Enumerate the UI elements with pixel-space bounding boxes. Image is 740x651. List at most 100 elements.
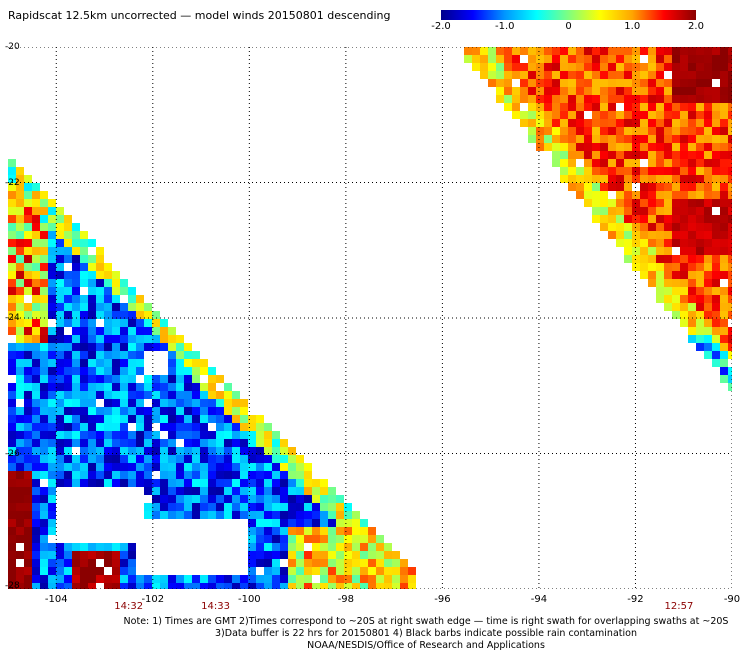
wind-cell xyxy=(688,279,696,287)
wind-cell xyxy=(280,543,288,551)
wind-cell xyxy=(208,367,216,375)
wind-cell xyxy=(320,511,328,519)
wind-cell xyxy=(8,543,16,551)
wind-cell xyxy=(504,55,512,63)
wind-cell xyxy=(632,47,640,55)
wind-cell xyxy=(600,55,608,63)
wind-cell xyxy=(72,463,80,471)
wind-cell xyxy=(96,295,104,303)
wind-cell xyxy=(248,511,256,519)
wind-cell xyxy=(600,79,608,87)
wind-cell xyxy=(232,487,240,495)
wind-cell xyxy=(56,263,64,271)
wind-cell xyxy=(272,471,280,479)
wind-cell xyxy=(72,327,80,335)
wind-cell xyxy=(320,551,328,559)
wind-cell xyxy=(664,47,672,55)
wind-cell xyxy=(40,543,48,551)
wind-cell xyxy=(648,119,656,127)
wind-cell xyxy=(64,375,72,383)
wind-cell xyxy=(248,439,256,447)
wind-cell xyxy=(112,319,120,327)
wind-cell xyxy=(56,319,64,327)
wind-cell xyxy=(112,335,120,343)
wind-cell xyxy=(496,95,504,103)
wind-cell xyxy=(72,479,80,487)
wind-cell xyxy=(648,135,656,143)
wind-cell xyxy=(184,447,192,455)
wind-cell xyxy=(104,327,112,335)
wind-cell xyxy=(24,455,32,463)
wind-cell xyxy=(48,543,56,551)
wind-cell xyxy=(240,575,248,583)
wind-cell xyxy=(576,63,584,71)
wind-cell xyxy=(696,71,704,79)
wind-cell xyxy=(696,199,704,207)
wind-cell xyxy=(632,135,640,143)
wind-cell xyxy=(720,335,728,343)
wind-cell xyxy=(680,71,688,79)
wind-cell xyxy=(616,87,624,95)
wind-cell xyxy=(240,495,248,503)
wind-cell xyxy=(480,47,488,55)
wind-cell xyxy=(536,135,544,143)
wind-cell xyxy=(168,439,176,447)
wind-cell xyxy=(576,191,584,199)
wind-cell xyxy=(728,159,732,167)
wind-cell xyxy=(632,191,640,199)
wind-cell xyxy=(552,79,560,87)
wind-cell xyxy=(560,151,568,159)
wind-cell xyxy=(208,463,216,471)
wind-cell xyxy=(40,223,48,231)
wind-cell xyxy=(512,47,520,55)
wind-cell xyxy=(696,255,704,263)
wind-cell xyxy=(88,583,96,589)
wind-cell xyxy=(648,247,656,255)
wind-cell xyxy=(8,303,16,311)
wind-cell xyxy=(496,63,504,71)
wind-cell xyxy=(728,167,732,175)
wind-cell xyxy=(560,103,568,111)
wind-cell xyxy=(272,447,280,455)
wind-cell xyxy=(664,247,672,255)
wind-cell xyxy=(288,511,296,519)
wind-cell xyxy=(128,383,136,391)
wind-cell xyxy=(600,207,608,215)
wind-cell xyxy=(376,535,384,543)
wind-cell xyxy=(264,487,272,495)
wind-cell xyxy=(200,575,208,583)
wind-cell xyxy=(672,279,680,287)
wind-cell xyxy=(144,423,152,431)
wind-cell xyxy=(696,191,704,199)
wind-cell xyxy=(560,119,568,127)
wind-cell xyxy=(8,495,16,503)
wind-cell xyxy=(720,319,728,327)
wind-cell xyxy=(664,199,672,207)
wind-cell xyxy=(240,407,248,415)
wind-cell xyxy=(520,79,528,87)
wind-cell xyxy=(56,567,64,575)
wind-cell xyxy=(328,583,336,589)
wind-cell xyxy=(56,343,64,351)
wind-cell xyxy=(288,447,296,455)
wind-cell xyxy=(584,183,592,191)
wind-cell xyxy=(368,551,376,559)
wind-cell xyxy=(664,127,672,135)
wind-cell xyxy=(72,439,80,447)
wind-cell xyxy=(520,95,528,103)
wind-cell xyxy=(144,511,152,519)
wind-cell xyxy=(248,583,256,589)
wind-cell xyxy=(584,191,592,199)
wind-cell xyxy=(624,207,632,215)
wind-cell xyxy=(704,63,712,71)
wind-cell xyxy=(232,463,240,471)
wind-cell xyxy=(352,519,360,527)
wind-cell xyxy=(640,79,648,87)
wind-cell xyxy=(552,103,560,111)
wind-cell xyxy=(680,271,688,279)
wind-cell xyxy=(592,79,600,87)
wind-cell xyxy=(72,575,80,583)
wind-cell xyxy=(72,391,80,399)
wind-cell xyxy=(208,575,216,583)
wind-cell xyxy=(192,391,200,399)
